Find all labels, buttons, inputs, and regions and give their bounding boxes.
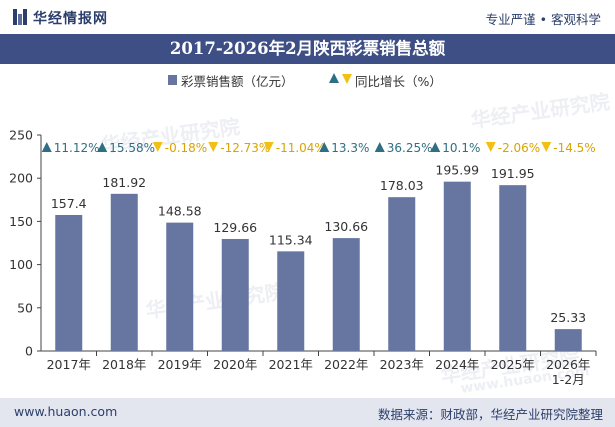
legend-bar-label: 彩票销售额（亿元） [181, 74, 294, 89]
legend-up-triangle-icon [329, 73, 339, 83]
x-tick-label: 2019年 [158, 357, 202, 372]
y-tick-label: 250 [9, 128, 33, 143]
legend-down-triangle-icon [342, 74, 352, 84]
growth-rate-label: -14.5% [553, 141, 595, 155]
growth-up-triangle-icon [374, 142, 385, 152]
bar-value-label: 130.66 [324, 219, 368, 234]
bar [332, 238, 360, 351]
growth-down-triangle-icon [263, 142, 274, 152]
chart-title: 2017-2026年2月陕西彩票销售总额 [169, 39, 446, 58]
growth-rate-label: 11.12% [54, 141, 100, 155]
growth-down-triangle-icon [208, 142, 219, 152]
growth-up-triangle-icon [41, 142, 52, 152]
x-tick-label: 2022年 [324, 357, 368, 372]
bar-value-label: 157.4 [51, 196, 87, 211]
growth-rate-label: -11.04% [276, 141, 326, 155]
legend-bar-swatch [168, 75, 177, 85]
growth-rate-label: -0.18% [165, 141, 207, 155]
growth-up-triangle-icon [319, 142, 330, 152]
x-tick-label: 2023年 [380, 357, 424, 372]
brand-logo-icon [13, 9, 27, 25]
bar-value-label: 25.33 [550, 310, 586, 325]
top-bar: 华经情报网 专业严谨 • 客观科学 [0, 0, 615, 34]
bar-value-label: 148.58 [158, 204, 202, 219]
bar-value-label: 191.95 [491, 166, 535, 181]
bar [55, 215, 83, 351]
bar [554, 329, 582, 351]
y-tick-label: 100 [9, 257, 33, 272]
growth-rate-label: 36.25% [387, 141, 433, 155]
title-bar: 2017-2026年2月陕西彩票销售总额 [0, 34, 615, 64]
bar [443, 181, 471, 351]
slogan: 专业严谨 • 客观科学 [485, 12, 601, 27]
bar [388, 197, 416, 351]
growth-rate-label: -2.06% [498, 141, 540, 155]
growth-up-triangle-icon [430, 142, 441, 152]
x-tick-label: 2024年 [435, 357, 479, 372]
bar [277, 251, 305, 351]
bar [221, 238, 249, 351]
bar [166, 222, 194, 351]
y-tick-label: 0 [25, 344, 33, 359]
x-tick-label: 1-2月 [552, 372, 585, 387]
y-tick-label: 50 [17, 300, 33, 315]
x-tick-label: 2026年 [546, 357, 590, 372]
growth-rate-label: 13.3% [331, 141, 369, 155]
bar [110, 193, 138, 351]
growth-rate-label: 10.1% [442, 141, 480, 155]
x-tick-label: 2017年 [47, 357, 91, 372]
growth-rate-label: -12.73% [220, 141, 270, 155]
y-tick-label: 200 [9, 171, 33, 186]
chart-legend: 彩票销售额（亿元） 同比增长（%） [168, 70, 458, 90]
footer-website: www.huaon.com [14, 404, 118, 419]
x-tick-label: 2021年 [269, 357, 313, 372]
x-tick-label: 2025年 [491, 357, 535, 372]
x-tick-label: 2020年 [213, 357, 257, 372]
growth-up-triangle-icon [97, 142, 108, 152]
bar-value-label: 115.34 [269, 232, 313, 247]
growth-down-triangle-icon [152, 142, 163, 152]
growth-rate-label: 15.58% [109, 141, 155, 155]
bar-value-label: 129.66 [213, 220, 257, 235]
bar-value-label: 181.92 [102, 175, 146, 190]
growth-down-triangle-icon [541, 142, 552, 152]
bar-value-label: 178.03 [380, 178, 424, 193]
growth-down-triangle-icon [485, 142, 496, 152]
footer-source: 数据来源：财政部，华经产业研究院整理 [377, 407, 603, 422]
y-tick-label: 150 [9, 214, 33, 229]
brand-name: 华经情报网 [33, 11, 108, 27]
bar-value-label: 195.99 [435, 163, 479, 178]
bar [499, 185, 527, 351]
footer: www.huaon.com 数据来源：财政部，华经产业研究院整理 [0, 398, 615, 427]
chart-area: 0 50 100 150 200 250 157.4 2017年 11.12% 181.92 201… [9, 128, 597, 387]
legend-rate-label: 同比增长（%） [355, 74, 442, 89]
x-tick-label: 2018年 [102, 357, 146, 372]
